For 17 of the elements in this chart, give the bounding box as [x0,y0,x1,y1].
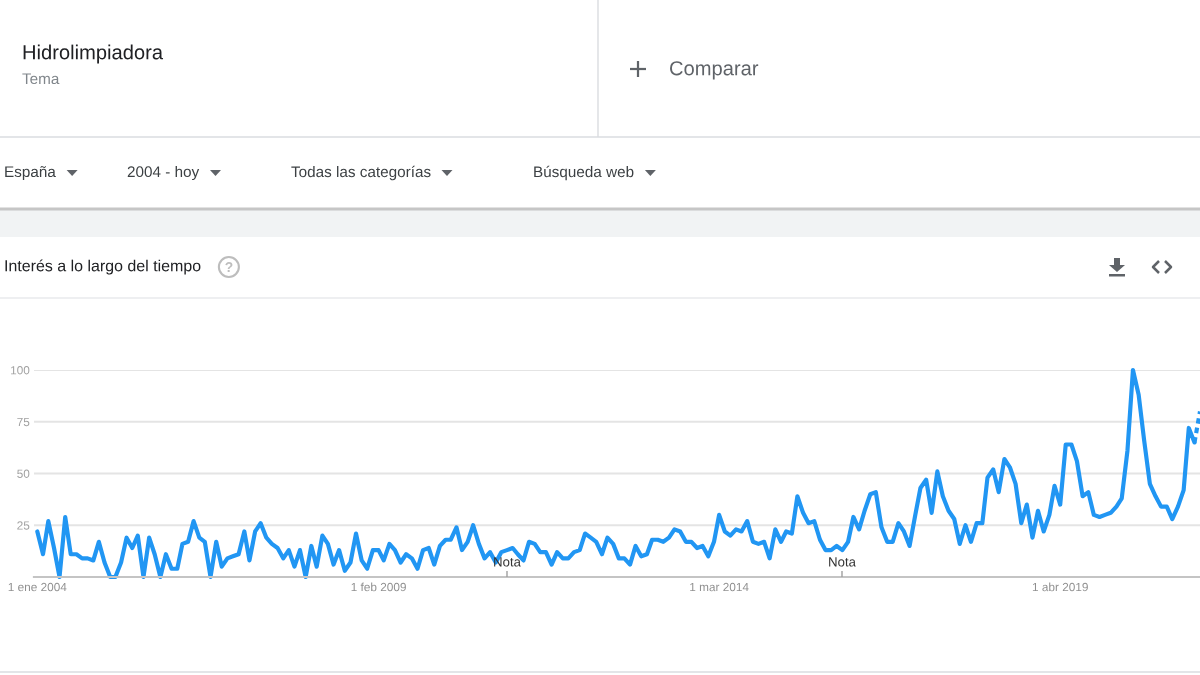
text: Todas las categorías [291,165,431,181]
chart-title: Interés a lo largo del tiempo [5,259,201,275]
x-tick-label: 1 feb 2009 [351,582,406,592]
x-tick-label: 1 ene 2004 [8,582,67,592]
text: España [5,165,56,181]
text: 2004 - hoy [127,165,200,181]
text: Hidrolimpiadora [23,44,164,64]
text: Búsqueda web [534,165,634,181]
x-tick-label: 1 abr 2019 [1032,582,1088,592]
y-tick-label: 50 [17,469,30,478]
text: Tema [22,73,60,85]
y-tick-label: 75 [17,417,30,427]
x-tick-label: 1 mar 2014 [690,582,749,592]
y-tick-label: 25 [17,521,30,530]
annotation: Nota [829,557,856,567]
y-tick-label: 100 [11,366,30,375]
text: Comparar [670,61,759,80]
